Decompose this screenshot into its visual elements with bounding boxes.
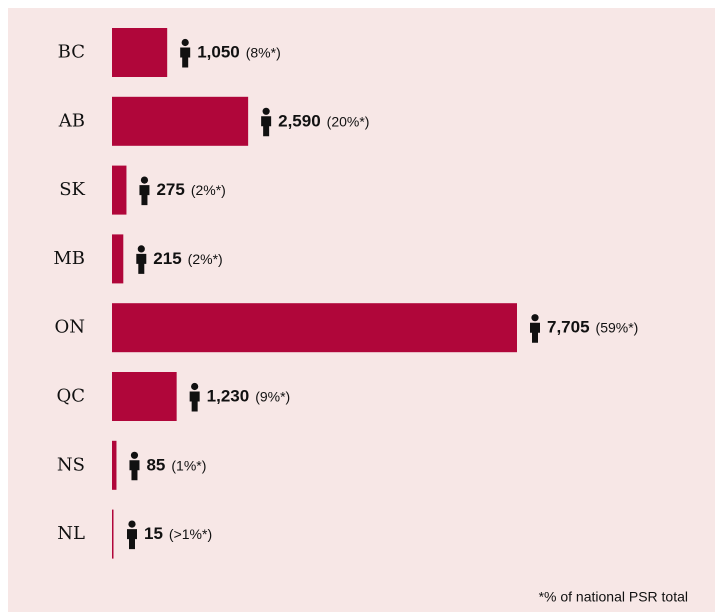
icon-head	[181, 38, 189, 47]
icon-head	[262, 107, 270, 115]
value-label: 2,590 (20%*)	[278, 112, 369, 131]
icon-body	[261, 116, 272, 137]
share-label: (2%*)	[188, 251, 223, 267]
icon-body	[139, 185, 150, 206]
share-label: (9%*)	[255, 388, 290, 404]
person-icon	[261, 107, 272, 137]
category-label: QC	[56, 386, 85, 407]
category-label: ON	[54, 317, 85, 338]
bar	[112, 96, 249, 146]
footnote: *% of national PSR total	[539, 589, 688, 605]
share-label: (20%*)	[327, 113, 370, 129]
person-icon	[139, 176, 150, 206]
person-icon	[530, 314, 540, 343]
value-label: 275 (2%*)	[156, 181, 225, 200]
icon-head	[128, 520, 136, 528]
value-label: 7,705 (59%*)	[547, 318, 638, 337]
value-label: 85 (1%*)	[146, 456, 206, 475]
value-label: 1,230 (9%*)	[207, 387, 291, 406]
icon-body	[129, 460, 140, 481]
category-label: MB	[53, 248, 85, 269]
icon-head	[130, 451, 139, 459]
icon-body	[189, 391, 200, 412]
value-number: 7,705	[547, 318, 590, 337]
person-icon	[189, 382, 200, 412]
share-label: (2%*)	[191, 182, 226, 198]
category-label: NS	[57, 454, 85, 475]
icon-body	[136, 253, 147, 274]
bar	[112, 509, 114, 559]
bar	[112, 372, 177, 421]
icon-body	[127, 529, 137, 550]
person-icon	[129, 451, 140, 481]
category-label: NL	[57, 523, 85, 544]
value-label: 1,050 (8%*)	[197, 43, 281, 62]
icon-head	[137, 245, 145, 253]
value-number: 1,050	[197, 43, 240, 62]
category-label: SK	[59, 179, 85, 200]
share-label: (1%*)	[171, 457, 206, 473]
value-label: 15 (>1%*)	[144, 525, 212, 544]
icon-body	[180, 47, 191, 68]
value-number: 275	[156, 181, 184, 200]
value-number: 1,230	[207, 387, 250, 406]
value-number: 15	[144, 525, 163, 544]
bar	[112, 28, 168, 77]
icon-head	[531, 314, 539, 322]
icon-head	[191, 382, 199, 391]
person-icon	[136, 245, 147, 274]
person-icon	[127, 520, 137, 550]
bar	[112, 165, 127, 215]
share-label: (8%*)	[246, 44, 281, 60]
value-number: 215	[153, 249, 181, 268]
icon-head	[140, 176, 149, 184]
value-number: 85	[146, 456, 165, 475]
value-number: 2,590	[278, 112, 321, 131]
person-icon	[180, 38, 191, 68]
bar	[112, 303, 517, 353]
icon-body	[530, 322, 540, 343]
category-label: BC	[58, 42, 85, 63]
value-label: 215 (2%*)	[153, 249, 222, 268]
category-label: AB	[58, 110, 85, 131]
bar	[112, 234, 124, 284]
share-label: (>1%*)	[169, 526, 212, 542]
share-label: (59%*)	[596, 319, 639, 335]
bar	[112, 440, 117, 490]
